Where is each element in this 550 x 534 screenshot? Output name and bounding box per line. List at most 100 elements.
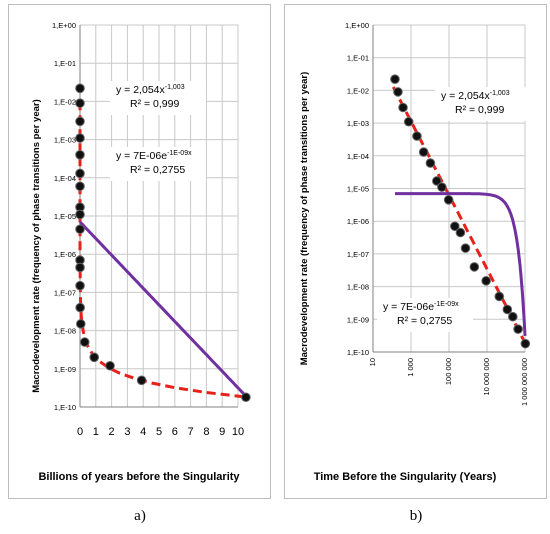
y-tick-label: 1,E-03 — [54, 136, 76, 145]
y-tick-label: 1,E-02 — [347, 86, 369, 95]
x-tick-label: 2 — [109, 426, 115, 438]
data-point — [437, 182, 447, 192]
exponential-fit-line — [78, 220, 247, 398]
data-point — [425, 158, 436, 168]
fit-equation-exponent: -1E-09x — [167, 150, 192, 157]
data-point — [75, 302, 85, 313]
chart-panel-b: 1,E+00 1,E-01 1,E-02 1,E-03 1,E-04 1,E-05 1,E-… — [284, 4, 547, 499]
power-fit-line — [391, 86, 527, 345]
x-tick-label: 10 000 000 — [482, 358, 491, 396]
x-tick-label: 1 000 — [406, 358, 415, 377]
y-tick-label: 1,E-07 — [54, 288, 76, 297]
y-tick-label: 1,E-01 — [347, 54, 369, 63]
data-point — [455, 227, 466, 238]
data-point — [75, 262, 85, 273]
y-tick-label: 1,E-10 — [54, 403, 76, 412]
fit-equation-exponent: -1E-09x — [434, 301, 459, 308]
fit-r2-label: R² = 0,2755 — [130, 164, 185, 176]
data-point — [75, 209, 85, 220]
x-tick-label: 3 — [124, 426, 130, 438]
y-tick-label: 1,E-06 — [54, 250, 76, 259]
y-tick-label: 1,E+00 — [52, 21, 76, 30]
fit-r2-label: R² = 0,999 — [130, 98, 179, 110]
chart-panel-a: 1,E+00 1,E-01 1,E-02 1,E-03 1,E-04 1,E-05 1,E-… — [8, 4, 271, 499]
fit-equation-exponent: -1,003 — [165, 84, 185, 91]
chart-b-svg: 1,E+00 1,E-01 1,E-02 1,E-03 1,E-04 1,E-05 1,E-… — [299, 21, 531, 483]
equation-label-bg — [110, 147, 206, 181]
data-point — [481, 276, 491, 286]
data-point — [443, 195, 454, 205]
y-tick-label: 1,E-01 — [54, 59, 76, 68]
y-tick-label: 1,E-07 — [347, 250, 369, 259]
data-point — [136, 375, 147, 386]
y-tick-label: 1,E-10 — [347, 348, 369, 357]
fit-r2-label: R² = 0,2755 — [397, 315, 452, 327]
y-axis-title: Macrodevelopment rate (frequency of phas… — [299, 72, 310, 366]
data-point — [398, 102, 408, 113]
data-point — [494, 291, 505, 302]
y-tick-label: 1,E-05 — [347, 185, 369, 194]
chart-a-svg: 1,E+00 1,E-01 1,E-02 1,E-03 1,E-04 1,E-05 1,E-… — [31, 21, 251, 483]
data-point — [75, 133, 85, 143]
data-point — [75, 98, 85, 108]
data-point — [241, 392, 251, 403]
data-point — [75, 224, 85, 235]
y-axis-title: Macrodevelopment rate (frequency of phas… — [31, 99, 42, 393]
y-tick-label: 1,E-04 — [347, 152, 369, 161]
data-point — [105, 360, 115, 371]
y-tick-label: 1,E-02 — [54, 97, 76, 106]
data-point — [460, 243, 471, 253]
panel-b-caption: b) — [409, 508, 423, 524]
data-point — [450, 221, 460, 232]
data-point — [75, 181, 85, 192]
data-point — [513, 324, 523, 334]
x-axis-title: Time Before the Singularity (Years) — [314, 471, 497, 483]
data-point — [79, 337, 90, 347]
data-point — [520, 338, 531, 349]
data-point — [75, 116, 85, 127]
data-point — [418, 147, 429, 157]
y-tick-label: 1,E+00 — [345, 21, 369, 30]
y-tick-label: 1,E-04 — [54, 174, 76, 183]
equation-label-bg — [110, 81, 206, 115]
x-tick-label: 7 — [188, 426, 194, 438]
y-tick-label: 1,E-08 — [54, 327, 76, 336]
data-point — [75, 83, 85, 94]
y-tick-label: 1,E-06 — [347, 217, 369, 226]
data-point — [502, 304, 513, 315]
data-point — [89, 352, 100, 363]
x-tick-label: 0 — [77, 426, 83, 438]
x-tick-label: 6 — [172, 426, 178, 438]
fit-r2-label: R² = 0,999 — [455, 104, 504, 116]
y-tick-label: 1,E-09 — [54, 365, 76, 374]
equation-label-bg — [377, 298, 473, 332]
data-point — [412, 131, 422, 141]
data-point — [75, 168, 85, 179]
data-point — [393, 87, 403, 97]
exponential-fit-line — [395, 192, 527, 336]
data-point — [75, 280, 85, 291]
fit-equation-label: y = 2,054x-1,003 — [441, 90, 510, 102]
data-point — [75, 150, 85, 160]
fit-equation-label: y = 7E-06e-1E-09x — [383, 301, 459, 313]
fit-equation-label: y = 2,054x-1,003 — [116, 84, 185, 96]
y-tick-label: 1,E-05 — [54, 212, 76, 221]
x-tick-label: 5 — [156, 426, 162, 438]
fit-equation-label: y = 7E-06e-1E-09x — [116, 150, 192, 162]
x-tick-label: 100 000 — [444, 358, 453, 385]
x-axis-title: Billions of years before the Singularity — [38, 471, 240, 483]
data-point — [432, 176, 442, 186]
y-tick-label: 1,E-08 — [347, 283, 369, 292]
data-point — [403, 116, 414, 127]
x-tick-label: 1 000 000 000 — [520, 358, 529, 406]
x-tick-label: 9 — [219, 426, 225, 438]
panel-a-caption: a) — [134, 508, 146, 524]
x-tick-label: 4 — [140, 426, 146, 438]
y-tick-label: 1,E-09 — [347, 315, 369, 324]
data-point — [469, 262, 480, 272]
x-tick-label: 10 — [368, 358, 377, 366]
data-point — [75, 319, 86, 329]
data-point — [508, 311, 518, 322]
equation-label-bg — [435, 87, 531, 121]
fit-equation-exponent: -1,003 — [490, 90, 510, 97]
